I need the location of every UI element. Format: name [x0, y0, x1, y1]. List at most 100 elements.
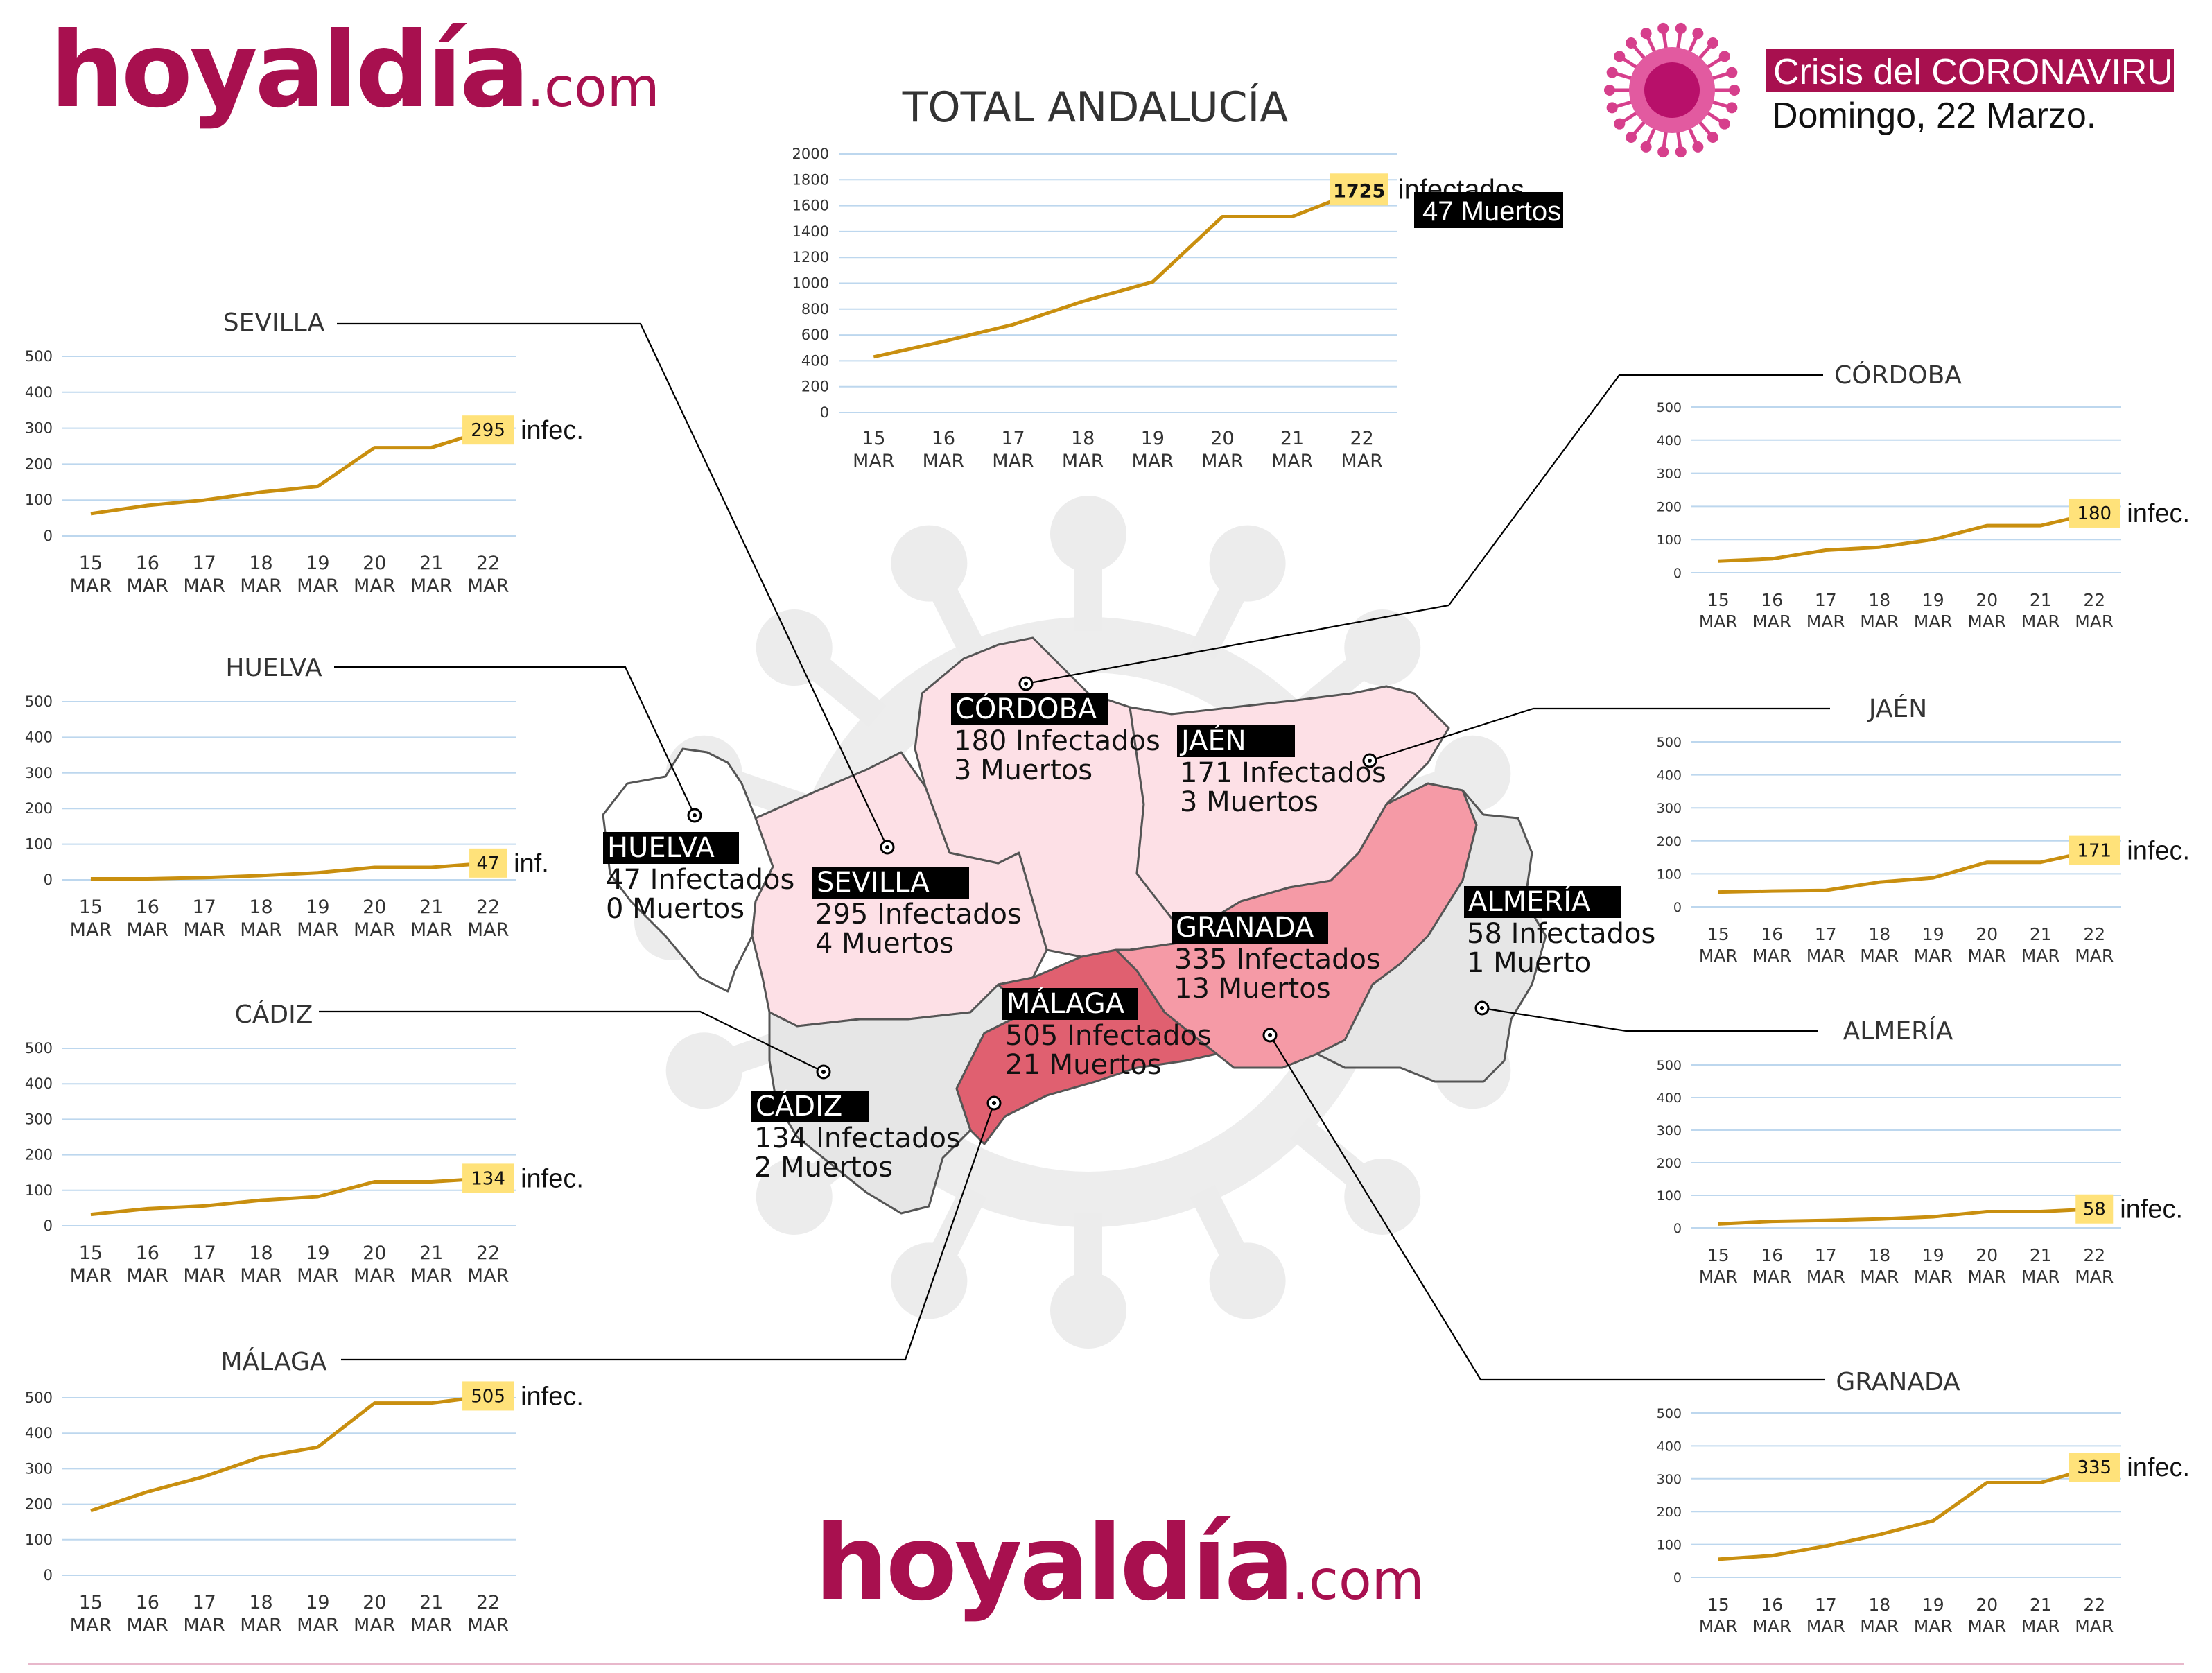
- x-tick-label: 15 MAR: [70, 1592, 112, 1636]
- y-tick-label: 200: [25, 800, 53, 817]
- marker-dot-cadiz: [821, 1070, 826, 1074]
- chart-huelva: HUELVA 0 100 200 300 400 500 15 MAR 16 MAR 17 MAR 18 M…: [25, 654, 549, 941]
- x-tick-label: 17 MAR: [1806, 924, 1845, 966]
- x-tick-label: 18 MAR: [1062, 428, 1104, 472]
- x-tick-label: 16 MAR: [127, 1242, 169, 1287]
- x-tick-label: 21 MAR: [410, 1242, 453, 1287]
- connector-almeria: [1481, 1007, 1818, 1032]
- virus-spike-tip: [1707, 37, 1718, 49]
- virus-spike-tip: [1626, 37, 1637, 49]
- x-tick-label: 21 MAR: [2021, 924, 2060, 966]
- region-name-cordoba: CÓRDOBA: [955, 692, 1097, 725]
- region-deaths-jaen: 3 Muertos: [1180, 786, 1318, 818]
- y-tick-label: 500: [25, 1040, 53, 1057]
- marker-dot-cordoba: [1024, 682, 1028, 686]
- x-tick-label: 20 MAR: [354, 553, 396, 597]
- x-tick-label: 20 MAR: [354, 1592, 396, 1636]
- watermark-spike-stem: [1290, 1117, 1391, 1208]
- y-tick-label: 2000: [792, 146, 829, 162]
- x-tick-label: 19 MAR: [1914, 1245, 1953, 1287]
- x-tick-label: 15 MAR: [70, 553, 112, 597]
- y-tick-label: 400: [1657, 1439, 1682, 1454]
- region-deaths-almeria: 1 Muerto: [1467, 947, 1591, 979]
- x-tick-label: 15 MAR: [1699, 924, 1738, 966]
- region-name-bg-malaga: [1002, 988, 1138, 1020]
- x-tick-label: 22 MAR: [2075, 1245, 2114, 1287]
- region-deaths-granada: 13 Muertos: [1174, 973, 1331, 1005]
- x-tick-label: 19 MAR: [297, 553, 339, 597]
- x-tick-label: 22 MAR: [2075, 590, 2114, 632]
- y-tick-label: 500: [1657, 1406, 1682, 1421]
- region-deaths-sevilla: 4 Muertos: [815, 928, 954, 960]
- virus-spike-tip: [1606, 102, 1618, 114]
- x-tick-label: 17 MAR: [1806, 1245, 1845, 1287]
- y-tick-label: 0: [1673, 1570, 1682, 1586]
- connector-lines: [319, 322, 1830, 1381]
- y-tick-label: 300: [25, 1460, 53, 1477]
- y-tick-label: 1000: [792, 275, 829, 292]
- marker-dot-almeria: [1480, 1006, 1484, 1010]
- virus-spike-tip: [1675, 146, 1687, 158]
- marker-dot-granada: [1268, 1033, 1272, 1037]
- brand-logo-top: hoyaldía.com: [50, 8, 660, 150]
- x-tick-label: 17 MAR: [1806, 590, 1845, 632]
- x-tick-label: 21 MAR: [1271, 428, 1314, 472]
- y-tick-label: 500: [25, 1389, 53, 1406]
- x-tick-label: 18 MAR: [1860, 924, 1899, 966]
- virus-spike-tip: [1718, 118, 1730, 130]
- y-tick-label: 100: [1657, 1188, 1682, 1204]
- x-tick-label: 17 MAR: [183, 553, 225, 597]
- x-tick-label: 19 MAR: [297, 896, 339, 941]
- connector-granada: [1269, 1034, 1825, 1381]
- x-tick-label: 19 MAR: [297, 1592, 339, 1636]
- chart-title-total: TOTAL ANDALUCÍA: [902, 82, 1289, 132]
- virus-spike-tip: [1729, 85, 1740, 96]
- chart-title-sevilla: SEVILLA: [223, 309, 325, 337]
- chart-almeria: ALMERÍA 0 100 200 300 400 500 15 MAR 16 MAR 17 MAR 18…: [1657, 1016, 2183, 1287]
- region-infected-huelva: 47 Infectados: [606, 864, 794, 896]
- connector-jaen: [1369, 707, 1830, 762]
- chart-jaen: JAÉN 0 100 200 300 400 500 15 MAR 16 MAR 17 MAR 18 MAR…: [1657, 694, 2190, 966]
- y-tick-label: 100: [1657, 867, 1682, 882]
- end-value-bg-huelva: [469, 848, 507, 878]
- virus-spike-tip: [1718, 51, 1730, 62]
- y-tick-label: 300: [25, 1111, 53, 1127]
- x-tick-label: 21 MAR: [410, 553, 453, 597]
- y-tick-label: 100: [25, 492, 53, 508]
- x-tick-label: 20 MAR: [1967, 1245, 2006, 1287]
- x-tick-label: 20 MAR: [1967, 590, 2006, 632]
- region-name-jaen: JAÉN: [1179, 724, 1246, 757]
- x-tick-label: 16 MAR: [1752, 1595, 1791, 1636]
- y-tick-label: 400: [25, 1075, 53, 1092]
- x-tick-label: 18 MAR: [1860, 590, 1899, 632]
- virus-spike-tip: [1604, 85, 1615, 96]
- region-name-bg-granada: [1172, 912, 1328, 944]
- x-tick-label: 16 MAR: [923, 428, 965, 472]
- connector-sevilla: [337, 322, 888, 848]
- chart-title-cadiz: CÁDIZ: [235, 1000, 313, 1029]
- series-line-sevilla: [90, 428, 489, 516]
- chart-cordoba: CÓRDOBA 0 100 200 300 400 500 15 MAR 16 MAR 17 MAR 18…: [1657, 361, 2190, 632]
- end-value-bg-granada: [2069, 1453, 2120, 1482]
- y-tick-label: 400: [1657, 768, 1682, 783]
- end-label-huelva: inf.: [514, 849, 549, 878]
- y-tick-label: 400: [1657, 433, 1682, 449]
- connector-cordoba: [1025, 374, 1823, 685]
- x-tick-label: 18 MAR: [240, 896, 282, 941]
- y-tick-label: 100: [1657, 1538, 1682, 1553]
- region-name-bg-almeria: [1464, 886, 1621, 918]
- region-deaths-cadiz: 2 Muertos: [754, 1152, 893, 1184]
- region-infected-cadiz: 134 Infectados: [754, 1122, 961, 1154]
- series-line-huelva: [90, 861, 489, 881]
- end-value-bg-total: [1330, 173, 1388, 206]
- x-tick-label: 19 MAR: [1914, 590, 1953, 632]
- y-tick-label: 400: [25, 729, 53, 745]
- y-tick-label: 1400: [792, 223, 829, 240]
- x-tick-label: 15 MAR: [1699, 1595, 1738, 1636]
- brand-logo-bottom: hoyaldía.com: [815, 1501, 1425, 1643]
- x-tick-label: 22 MAR: [467, 553, 510, 597]
- y-tick-label: 200: [1657, 1505, 1682, 1520]
- x-tick-label: 22 MAR: [467, 1592, 510, 1636]
- x-tick-label: 20 MAR: [1967, 924, 2006, 966]
